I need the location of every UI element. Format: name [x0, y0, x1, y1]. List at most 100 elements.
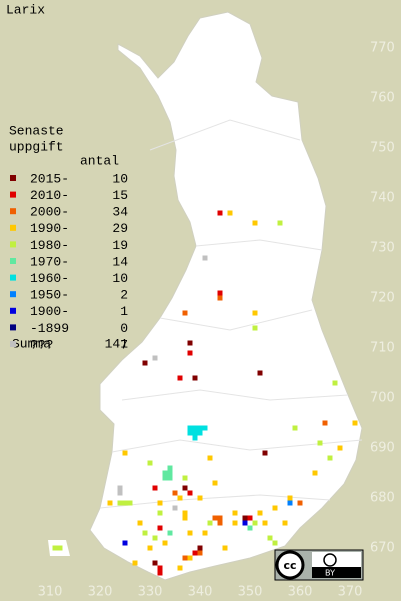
- occurrence: [252, 220, 258, 226]
- legend-count: 0: [120, 321, 128, 336]
- badge-strip: [312, 567, 361, 578]
- occurrence: [277, 220, 283, 226]
- border: [99, 494, 331, 509]
- occurrence: [162, 470, 168, 476]
- occurrence: [242, 515, 248, 521]
- y-tick-label: 720: [370, 291, 395, 306]
- legend-label: ???: [30, 337, 53, 352]
- occurrence: [172, 505, 178, 511]
- occurrence: [157, 500, 163, 506]
- occurrence: [167, 475, 173, 481]
- occurrence: [257, 370, 263, 376]
- occurrence: [207, 455, 213, 461]
- legend-swatch: [10, 208, 16, 215]
- border: [111, 439, 363, 453]
- y-tick-label: 740: [370, 191, 395, 206]
- occurrence: [187, 490, 193, 496]
- total-label: Summa: [12, 336, 51, 351]
- occurrence: [267, 535, 273, 541]
- legend-label: 2015-: [30, 171, 69, 186]
- occurrence: [187, 340, 193, 346]
- occurrence: [182, 510, 188, 516]
- occurrence: [207, 520, 213, 526]
- cc-icon: cc: [283, 559, 296, 572]
- occurrence: [287, 495, 293, 501]
- occurrence: [252, 520, 258, 526]
- x-tick-label: 320: [88, 585, 113, 600]
- occurrence: [167, 465, 173, 471]
- legend-label: -1899: [30, 321, 69, 336]
- occurrence: [192, 430, 198, 436]
- occurrence: [182, 515, 188, 521]
- occurrence: [247, 515, 253, 521]
- occurrence: [187, 350, 193, 356]
- occurrence: [157, 570, 163, 576]
- occurrence: [117, 500, 123, 506]
- x-tick-label: 340: [188, 585, 213, 600]
- border: [149, 119, 301, 151]
- legend-heading: uppgift: [9, 139, 64, 154]
- occurrence: [247, 525, 253, 531]
- legend-count: 19: [112, 238, 128, 253]
- occurrence: [192, 425, 198, 431]
- occurrence: [177, 565, 183, 571]
- occurrence: [142, 360, 148, 366]
- occurrence: [327, 455, 333, 461]
- occurrence: [272, 540, 278, 546]
- legend-swatch: [10, 274, 16, 281]
- border: [195, 239, 323, 251]
- y-tick-label: 750: [370, 141, 395, 156]
- occurrence: [52, 545, 58, 551]
- x-tick-label: 360: [288, 585, 313, 600]
- occurrence: [192, 375, 198, 381]
- occurrence: [117, 485, 123, 491]
- occurrence: [287, 500, 293, 506]
- border: [121, 389, 349, 401]
- occurrence: [187, 430, 193, 436]
- occurrence: [197, 545, 203, 551]
- legend-swatch: [10, 341, 16, 347]
- y-tick-label: 700: [370, 391, 395, 406]
- legend-label: 2000-: [30, 205, 69, 220]
- occurrence: [217, 290, 223, 296]
- occurrence: [132, 560, 138, 566]
- y-tick-label: 670: [370, 541, 395, 556]
- legend-label: 1950-: [30, 288, 69, 303]
- occurrence: [187, 530, 193, 536]
- license-badge: cc BY: [274, 549, 364, 581]
- y-tick-label: 710: [370, 341, 395, 356]
- legend-count: 2: [120, 288, 128, 303]
- y-tick-label: 730: [370, 241, 395, 256]
- y-tick-label: 680: [370, 491, 395, 506]
- legend-swatch: [10, 241, 16, 248]
- occurrence: [227, 210, 233, 216]
- occurrence: [117, 490, 123, 496]
- total: 141: [105, 336, 129, 351]
- occurrence: [152, 535, 158, 541]
- occurrence: [262, 450, 268, 456]
- occurrence: [162, 475, 168, 481]
- legend-count: 14: [112, 254, 128, 269]
- occurrence: [157, 525, 163, 531]
- y-tick-label: 690: [370, 441, 395, 456]
- occurrence: [242, 520, 248, 526]
- occurrence: [107, 500, 113, 506]
- legend-swatch: [10, 258, 16, 264]
- legend-count: 10: [112, 171, 128, 186]
- occurrence: [177, 495, 183, 501]
- legend-count: 7: [120, 337, 128, 352]
- border: [159, 309, 313, 331]
- occurrence: [282, 520, 288, 526]
- occurrence: [297, 500, 303, 506]
- occurrence: [147, 460, 153, 466]
- occurrence: [217, 515, 223, 521]
- occurrence: [217, 295, 223, 301]
- legend-count: 1: [120, 304, 128, 319]
- occurrence: [142, 530, 148, 536]
- occurrence: [152, 560, 158, 566]
- occurrence: [182, 475, 188, 481]
- legend-label: 1970-: [30, 254, 69, 269]
- legend-heading: Senaste: [9, 123, 64, 138]
- occurrence: [147, 545, 153, 551]
- occurrence: [272, 505, 278, 511]
